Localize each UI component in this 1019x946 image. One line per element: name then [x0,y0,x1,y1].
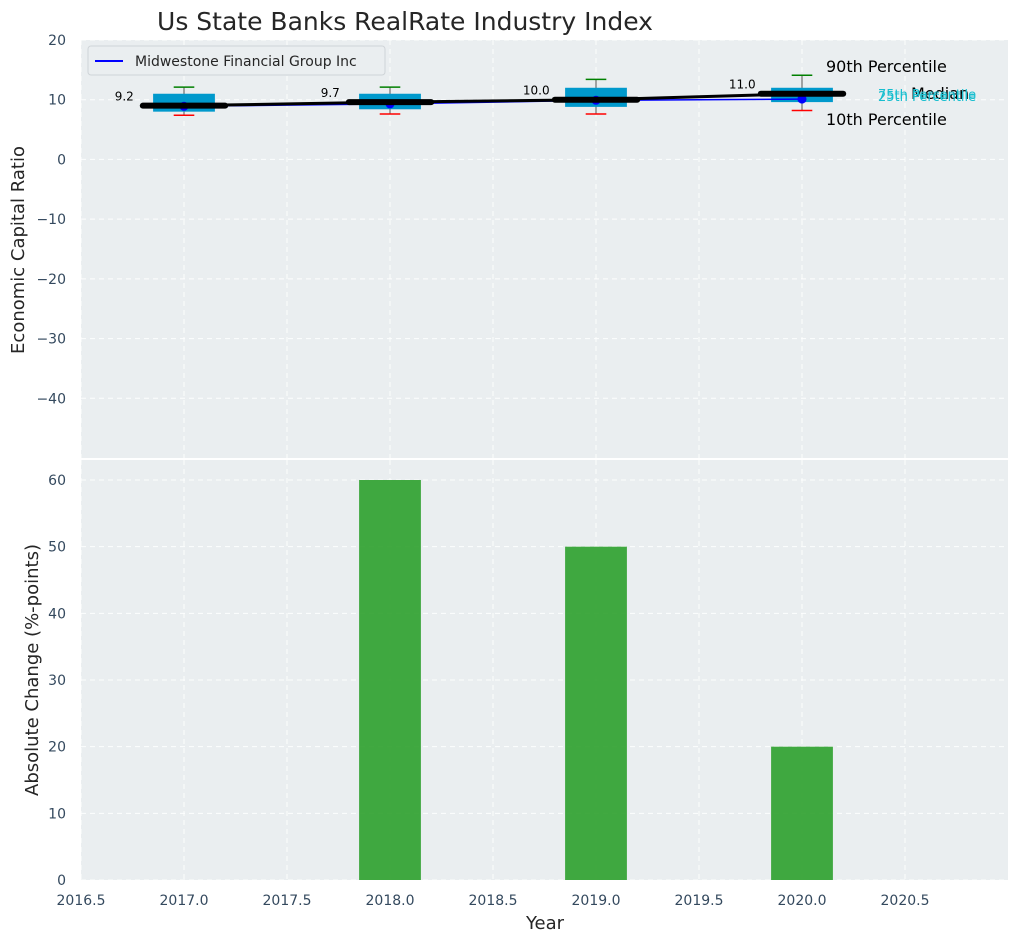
bar-absolute-change [565,546,627,880]
annotation-90th-percentile: 90th Percentile [826,57,947,76]
x-tick-label: 2017.5 [263,893,312,909]
top-y-tick-label: −30 [36,332,66,348]
legend: Midwestone Financial Group Inc [87,45,386,76]
annotation-25th-percentile: 25th Percentile [878,90,976,105]
bottom-y-tick-label: 60 [48,473,66,489]
median-value-label: 10.0 [523,84,550,98]
x-tick-label: 2017.0 [160,893,209,909]
top-panel-background [81,40,1008,458]
x-tick-label: 2020.5 [881,893,930,909]
bottom-y-axis-label: Absolute Change (%-points) [22,544,43,796]
bar-layer [359,480,833,880]
chart-title: Us State Banks RealRate Industry Index [157,7,653,36]
top-y-axis-label: Economic Capital Ratio [8,146,29,354]
bar-absolute-change [359,480,421,880]
top-y-tick-label: 10 [48,93,66,109]
annotation-median: Median [911,84,969,103]
bar-absolute-change [771,746,833,880]
legend-label-midwestone: Midwestone Financial Group Inc [135,54,357,70]
bottom-panel-background [81,460,1008,880]
x-tick-label: 2018.5 [469,893,518,909]
percentile-annotations: 90th Percentile Median 10th Percentile 7… [826,57,976,129]
top-y-tick-label: −20 [36,272,66,288]
x-tick-label: 2019.5 [675,893,724,909]
median-trend-line [183,92,803,108]
median-value-label: 9.7 [321,86,340,100]
legend-box [87,45,386,76]
x-axis-label: Year [525,913,565,934]
annotation-10th-percentile: 10th Percentile [826,110,947,129]
top-y-tick-label: −10 [36,212,66,228]
x-tick-label: 2019.0 [572,893,621,909]
top-y-tick-label: −40 [36,391,66,407]
box-layer: 9.2 9.7 10.0 11.0 [115,74,847,116]
x-tick-label: 2016.5 [57,893,106,909]
x-tick-label: 2018.0 [366,893,415,909]
median-value-label: 11.0 [729,78,756,92]
annotation-75th-percentile: 75th Percentile [878,88,976,103]
series-point-midwestone [797,94,807,104]
bottom-y-tick-label: 30 [48,673,66,689]
median-value-label: 9.2 [115,90,134,104]
x-tick-label: 2020.0 [778,893,827,909]
tick-layer: 2016.5 2017.0 2017.5 2018.0 2018.5 2019.0 2019… [36,33,929,909]
bottom-y-tick-label: 20 [48,740,66,756]
top-y-tick-label: 0 [57,152,66,168]
bottom-y-tick-label: 40 [48,606,66,622]
bottom-y-tick-label: 50 [48,540,66,556]
bottom-y-tick-label: 0 [57,873,66,889]
top-y-tick-label: 20 [48,33,66,49]
bottom-y-tick-label: 10 [48,806,66,822]
